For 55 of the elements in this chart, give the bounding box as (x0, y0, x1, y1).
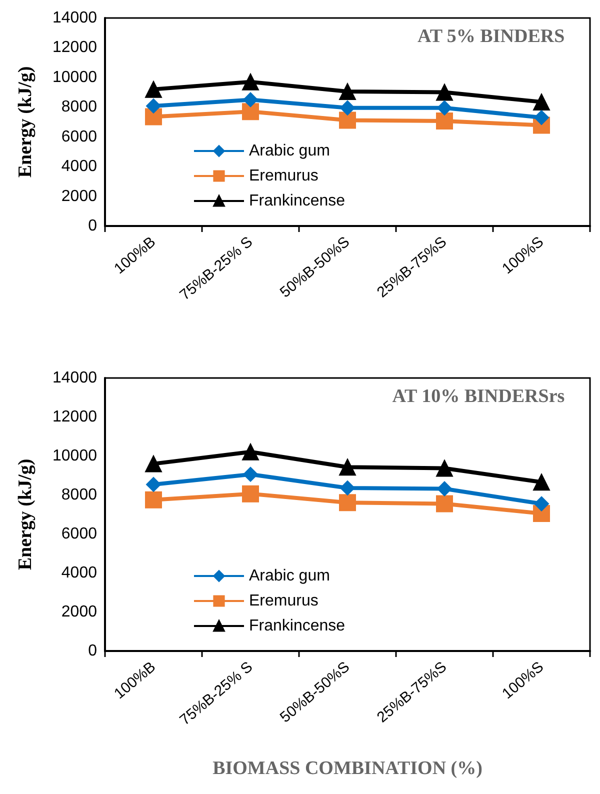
point (340, 100, 355, 116)
y-tick-label: 14000 (52, 370, 98, 386)
point (243, 92, 258, 108)
point (242, 73, 259, 90)
y-tick-label: 14000 (52, 10, 98, 26)
point (437, 100, 452, 116)
y-tick-label: 4000 (61, 158, 98, 176)
y-tick-label: 10000 (52, 68, 98, 86)
point (145, 455, 162, 472)
legend-label: Arabic gum (249, 142, 330, 160)
y-tick-label: 8000 (61, 98, 98, 116)
chart-title: AT 10% BINDERSrs (392, 386, 565, 407)
y-tick-label: 2000 (61, 604, 98, 620)
y-tick-label: 12000 (52, 408, 98, 426)
legend-label: Frankincense (249, 618, 346, 634)
y-tick-label: 2000 (61, 188, 98, 205)
y-tick-label: 10000 (52, 448, 98, 464)
y-tick-label: 8000 (61, 486, 98, 504)
x-axis-title: BIOMASS COMBINATION (%) (212, 758, 482, 779)
point (436, 84, 453, 101)
point (145, 108, 162, 126)
y-tick-label: 12000 (52, 39, 98, 56)
point (339, 458, 356, 476)
point (436, 495, 453, 512)
y-tick-label: 4000 (61, 564, 98, 582)
point (534, 496, 549, 512)
point (437, 481, 452, 496)
point (339, 83, 356, 100)
y-tick-label: 6000 (61, 128, 98, 146)
legend-label: Arabic gum (249, 568, 330, 584)
point (533, 93, 550, 110)
point (533, 474, 550, 491)
y-axis-title: Energy (kJ/g) (15, 66, 36, 178)
point (339, 112, 356, 129)
legend-label: Eremurus (249, 168, 318, 184)
point (339, 494, 356, 512)
legend-label: Eremurus (249, 592, 318, 610)
point (243, 466, 258, 482)
point (436, 112, 453, 130)
point (242, 103, 259, 120)
point (145, 491, 162, 508)
y-tick-label: 0 (88, 642, 98, 660)
point (340, 480, 355, 496)
y-tick-label: 0 (88, 218, 98, 234)
point (534, 110, 549, 126)
point (436, 460, 453, 477)
point (146, 98, 161, 114)
y-tick-label: 6000 (61, 526, 98, 542)
chart-title: AT 5% BINDERS (418, 26, 565, 47)
point (242, 485, 259, 502)
point (146, 476, 161, 492)
point (242, 443, 259, 460)
point (145, 80, 162, 98)
legend-label: Frankincense (249, 192, 346, 210)
y-axis-title: Energy (kJ/g) (15, 458, 36, 570)
